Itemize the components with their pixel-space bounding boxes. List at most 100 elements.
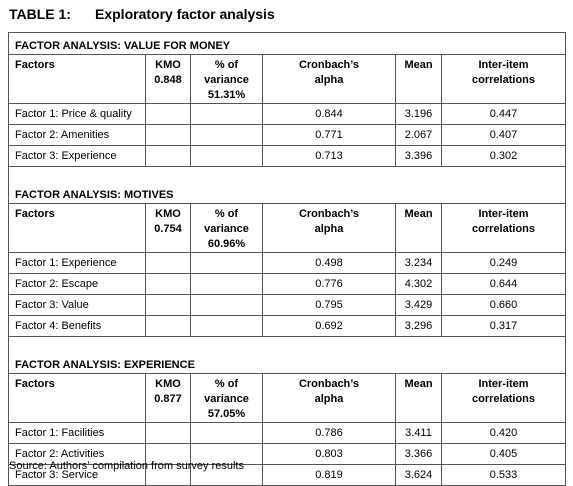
title-label: TABLE 1: [9, 6, 71, 22]
alpha-value: 0.776 [262, 273, 396, 295]
source-note: Source: Authors’ compilation from survey… [9, 460, 244, 472]
header-cell: Inter-item correlations [440, 203, 567, 253]
header-cell: Inter-item correlations [440, 373, 567, 423]
section-title: FACTOR ANALYSIS: VALUE FOR MONEY [7, 32, 567, 55]
section-row: FACTOR ANALYSIS: VALUE FOR MONEY [7, 32, 567, 55]
header-cell: Cronbach’s alpha [262, 54, 396, 104]
empty-cell [190, 315, 263, 337]
mean-value: 2.067 [395, 124, 442, 146]
empty-cell [190, 103, 263, 125]
data-row: Factor 3: Service 0.819 3.624 0.533 [8, 464, 567, 486]
factor-name: Factor 4: Benefits [8, 315, 146, 337]
correlation-value: 0.420 [440, 422, 567, 444]
factor-name: Factor 3: Value [8, 294, 146, 316]
col-factors: Factors [8, 54, 146, 104]
alpha-value: 0.771 [262, 124, 396, 146]
kmo-label: KMO [155, 208, 181, 220]
correlation-value: 0.407 [440, 124, 567, 146]
empty-cell [190, 273, 263, 295]
correlation-value: 0.533 [440, 464, 567, 486]
factor-name: Factor 1: Facilities [8, 422, 146, 444]
factor-name: Factor 2: Escape [8, 273, 146, 295]
header-row: Factors KMO 0.877 % of variance 57.05% Cronba… [8, 373, 567, 423]
empty-cell [145, 252, 191, 274]
correlation-value: 0.644 [440, 273, 567, 295]
data-row: Factor 2: Amenities 0.771 2.067 0.407 [8, 124, 567, 146]
title-text: Exploratory factor analysis [95, 6, 275, 22]
correlation-value: 0.660 [440, 294, 567, 316]
col-mean: Mean [395, 203, 442, 253]
mean-value: 3.624 [395, 464, 442, 486]
mean-value: 3.396 [395, 145, 442, 167]
section-row: FACTOR ANALYSIS: EXPERIENCE [7, 336, 567, 374]
kmo-value: 0.848 [154, 74, 182, 86]
correlation-value: 0.317 [440, 315, 567, 337]
empty-cell [190, 124, 263, 146]
empty-cell [145, 124, 191, 146]
variance-label: % of variance [204, 208, 249, 235]
data-row: Factor 3: Experience 0.713 3.396 0.302 [8, 145, 567, 167]
col-kmo: KMO 0.877 [145, 373, 191, 423]
empty-cell [145, 294, 191, 316]
header-cell: Inter-item correlations [440, 54, 567, 104]
alpha-value: 0.803 [262, 443, 396, 465]
empty-cell [145, 103, 191, 125]
factor-name: Factor 1: Price & quality [8, 103, 146, 125]
col-factors: Factors [8, 373, 146, 423]
factor-name: Factor 2: Amenities [8, 124, 146, 146]
col-correlations: Inter-item correlations [472, 208, 535, 235]
kmo-label: KMO [155, 59, 181, 71]
col-mean: Mean [395, 54, 442, 104]
header-cell: Cronbach’s alpha [262, 373, 396, 423]
section-title: FACTOR ANALYSIS: MOTIVES [7, 166, 567, 204]
kmo-label: KMO [155, 378, 181, 390]
empty-cell [145, 422, 191, 444]
col-variance: % of variance 60.96% [190, 203, 263, 253]
mean-value: 3.366 [395, 443, 442, 465]
mean-value: 3.411 [395, 422, 442, 444]
data-row: Factor 1: Experience 0.498 3.234 0.249 [8, 252, 567, 274]
kmo-value: 0.754 [154, 223, 182, 235]
col-mean: Mean [395, 373, 442, 423]
empty-cell [190, 294, 263, 316]
data-row: Factor 2: Activities 0.803 3.366 0.405 [8, 443, 567, 465]
col-correlations: Inter-item correlations [472, 378, 535, 405]
empty-cell [145, 315, 191, 337]
empty-cell [145, 145, 191, 167]
header-row: Factors KMO 0.754 % of variance 60.96% Cronba… [8, 203, 567, 253]
variance-value: 60.96% [207, 238, 246, 250]
correlation-value: 0.302 [440, 145, 567, 167]
mean-value: 3.429 [395, 294, 442, 316]
alpha-value: 0.498 [262, 252, 396, 274]
header-row: Factors KMO 0.848 % of variance 51.31% Cronba… [8, 54, 567, 104]
alpha-value: 0.844 [262, 103, 396, 125]
data-row: Factor 3: Value 0.795 3.429 0.660 [8, 294, 567, 316]
empty-cell [190, 422, 263, 444]
col-variance: % of variance 57.05% [190, 373, 263, 423]
correlation-value: 0.405 [440, 443, 567, 465]
header-cell: Cronbach’s alpha [262, 203, 396, 253]
variance-value: 57.05% [207, 408, 246, 420]
correlation-value: 0.249 [440, 252, 567, 274]
empty-cell [190, 252, 263, 274]
alpha-value: 0.786 [262, 422, 396, 444]
data-row: Factor 1: Price & quality 0.844 3.196 0.447 [8, 103, 567, 125]
table-body: FACTOR ANALYSIS: VALUE FOR MONEY Factors K… [7, 32, 567, 486]
col-alpha: Cronbach’s alpha [298, 59, 360, 86]
table-title: TABLE 1: Exploratory factor analysis [9, 6, 275, 22]
alpha-value: 0.819 [262, 464, 396, 486]
mean-value: 3.196 [395, 103, 442, 125]
col-correlations: Inter-item correlations [472, 59, 535, 86]
data-row: Factor 4: Benefits 0.692 3.296 0.317 [8, 315, 567, 337]
kmo-value: 0.877 [154, 393, 182, 405]
factor-name: Factor 3: Service [8, 464, 146, 486]
mean-value: 4.302 [395, 273, 442, 295]
variance-value: 51.31% [207, 89, 246, 101]
alpha-value: 0.713 [262, 145, 396, 167]
correlation-value: 0.447 [440, 103, 567, 125]
empty-cell [190, 145, 263, 167]
col-alpha: Cronbach’s alpha [298, 378, 360, 405]
data-row: Factor 1: Facilities 0.786 3.411 0.420 [8, 422, 567, 444]
empty-cell [145, 273, 191, 295]
